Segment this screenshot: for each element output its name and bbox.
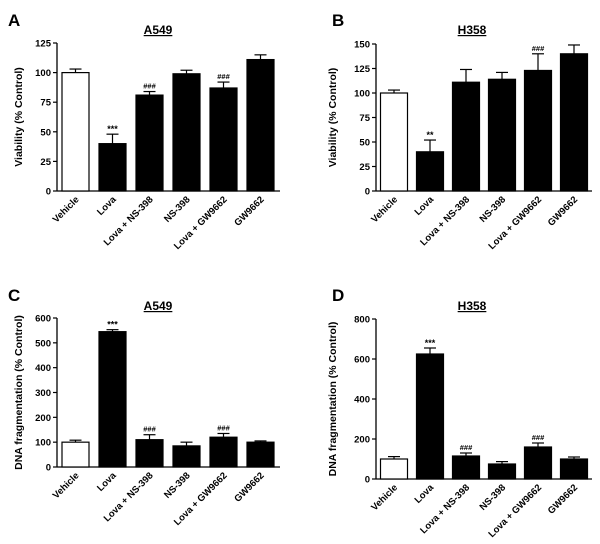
- bar-2: [98, 143, 127, 192]
- y-tick-label: 600: [354, 355, 370, 366]
- category-label: Lova: [95, 194, 119, 218]
- chart-panel-B: B H358 Viability (% Control) 0 25 50 75 100 125 1…: [327, 11, 592, 252]
- category-label: GW9662: [546, 194, 580, 228]
- y-tick-label: 50: [359, 138, 370, 149]
- y-tick-label: 0: [365, 187, 370, 198]
- category-label: NS-398: [162, 194, 193, 225]
- category-label: NS-398: [478, 482, 509, 513]
- bar-1: [61, 441, 90, 468]
- chart-panel-D: D H358 DNA fragmentation (% Control) 0 200 40…: [327, 286, 592, 540]
- y-tick-label: 300: [35, 388, 51, 399]
- category-label: GW9662: [232, 194, 266, 228]
- y-tick-label: 100: [354, 89, 370, 100]
- y-axis-label: DNA fragmentation (% Control): [13, 315, 25, 470]
- y-axis-label: DNA fragmentation (% Control): [327, 322, 339, 477]
- y-tick-label: 200: [35, 413, 51, 424]
- bar-1: [61, 71, 90, 192]
- panel-letter: C: [8, 286, 20, 305]
- bar-2: [415, 151, 445, 192]
- significance-label: ###: [143, 425, 156, 434]
- y-tick-label: 100: [35, 68, 51, 79]
- category-label: Vehicle: [51, 470, 82, 501]
- bar-2: [98, 331, 127, 468]
- bar-5: [523, 446, 553, 480]
- category-label: Vehicle: [51, 194, 82, 225]
- significance-label: ###: [217, 72, 230, 81]
- chart-panel-C: C A549 DNA fragmentation (% Control) 0 100 20…: [8, 286, 280, 528]
- bar-4: [172, 445, 201, 468]
- significance-label: ###: [143, 82, 156, 91]
- y-tick-label: 600: [35, 314, 51, 325]
- bar-6: [559, 53, 589, 192]
- y-tick-label: 25: [40, 157, 51, 168]
- bar-6: [246, 58, 275, 192]
- y-tick-label: 800: [354, 315, 370, 326]
- y-axis-label: Viability (% Control): [327, 68, 339, 168]
- category-label: Vehicle: [369, 194, 400, 225]
- y-tick-label: 75: [359, 113, 370, 124]
- y-tick-label: 200: [354, 435, 370, 446]
- chart-title: A549: [144, 23, 173, 37]
- bar-5: [523, 69, 553, 192]
- significance-label: ###: [532, 433, 545, 442]
- y-tick-label: 100: [35, 438, 51, 449]
- category-label: NS-398: [478, 194, 509, 225]
- panel-letter: A: [8, 11, 20, 30]
- category-label: GW9662: [232, 470, 266, 504]
- bar-4: [487, 463, 517, 480]
- y-tick-label: 0: [46, 187, 51, 198]
- category-label: NS-398: [162, 470, 193, 501]
- bar-4: [487, 78, 517, 192]
- y-tick-label: 25: [359, 162, 370, 173]
- bar-3: [451, 81, 481, 192]
- y-tick-label: 0: [46, 463, 51, 474]
- bar-6: [246, 441, 275, 468]
- bar-3: [135, 94, 164, 192]
- y-tick-label: 50: [40, 127, 51, 138]
- bar-2: [415, 353, 445, 480]
- y-tick-label: 125: [354, 64, 371, 75]
- category-label: GW9662: [546, 482, 580, 516]
- category-label: Vehicle: [369, 482, 400, 513]
- panel-letter: D: [332, 286, 344, 305]
- bar-4: [172, 73, 201, 192]
- y-tick-label: 500: [35, 338, 51, 349]
- bar-1: [379, 458, 409, 480]
- bar-6: [559, 458, 589, 480]
- y-tick-label: 125: [35, 39, 52, 50]
- y-tick-label: 400: [35, 363, 51, 374]
- bar-1: [379, 92, 409, 192]
- category-label: Lova: [95, 470, 119, 494]
- significance-label: ***: [107, 124, 118, 134]
- chart-title: A549: [144, 299, 173, 313]
- significance-label: ***: [425, 338, 436, 348]
- bar-3: [135, 439, 164, 468]
- bar-5: [209, 436, 238, 468]
- category-label: Lova: [413, 194, 437, 218]
- significance-label: ###: [217, 423, 230, 432]
- category-label: Lova: [413, 482, 437, 506]
- y-tick-label: 75: [40, 98, 51, 109]
- y-tick-label: 0: [365, 475, 370, 486]
- y-tick-label: 400: [354, 395, 370, 406]
- significance-label: **: [426, 130, 434, 140]
- panel-letter: B: [332, 11, 344, 30]
- significance-label: ***: [107, 320, 118, 330]
- chart-panel-A: A A549 Viability (% Control) 0 25 50 75 100 125 V…: [8, 11, 280, 252]
- chart-title: H358: [458, 23, 487, 37]
- significance-label: ###: [532, 44, 545, 53]
- significance-label: ###: [460, 443, 473, 452]
- y-axis-label: Viability (% Control): [13, 67, 25, 167]
- bar-3: [451, 455, 481, 480]
- y-tick-label: 150: [354, 40, 370, 51]
- chart-title: H358: [458, 299, 487, 313]
- bar-5: [209, 87, 238, 192]
